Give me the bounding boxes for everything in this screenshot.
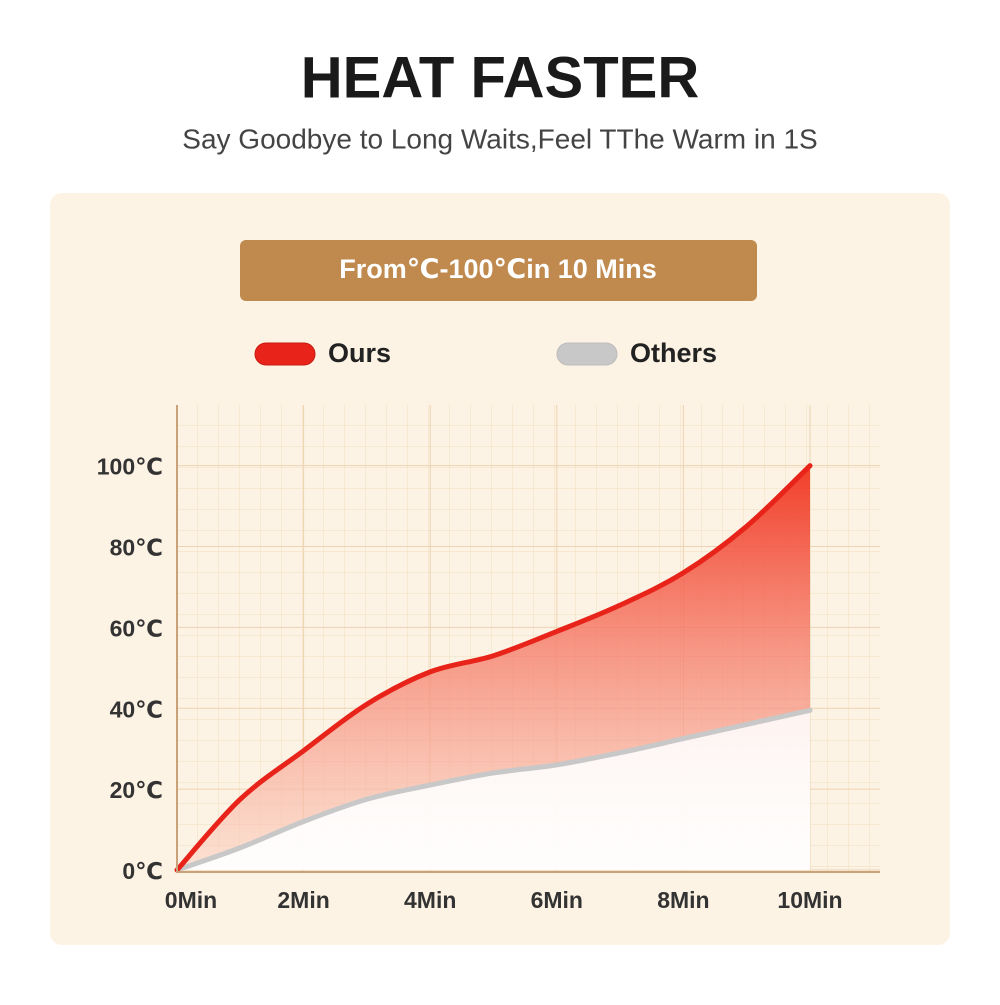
x-tick-label: 2Min	[277, 887, 329, 913]
legend-swatch	[556, 342, 618, 366]
area-fill	[177, 710, 810, 870]
legend-swatch	[254, 342, 316, 366]
legend-label: Ours	[328, 338, 391, 368]
y-tick-label: 80℃	[110, 535, 163, 561]
banner-text: From℃-100℃in 10 Mins	[339, 254, 656, 284]
y-tick-label: 100℃	[97, 454, 163, 480]
x-tick-label: 4Min	[404, 887, 456, 913]
series-line	[174, 707, 813, 873]
legend-label: Others	[630, 338, 717, 368]
y-tick-label: 0℃	[122, 858, 163, 884]
x-tick-label: 8Min	[657, 887, 709, 913]
series-line	[174, 463, 813, 873]
subtitle: Say Goodbye to Long Waits,Feel TThe Warm…	[182, 123, 817, 154]
title: HEAT FASTER	[301, 45, 700, 110]
y-tick-label: 60℃	[110, 615, 163, 641]
y-tick-label: 40℃	[110, 696, 163, 722]
y-tick-label: 20℃	[110, 777, 163, 803]
x-tick-label: 10Min	[777, 887, 842, 913]
x-tick-label: 6Min	[531, 887, 583, 913]
x-tick-label: 0Min	[165, 887, 217, 913]
banner	[240, 240, 757, 301]
